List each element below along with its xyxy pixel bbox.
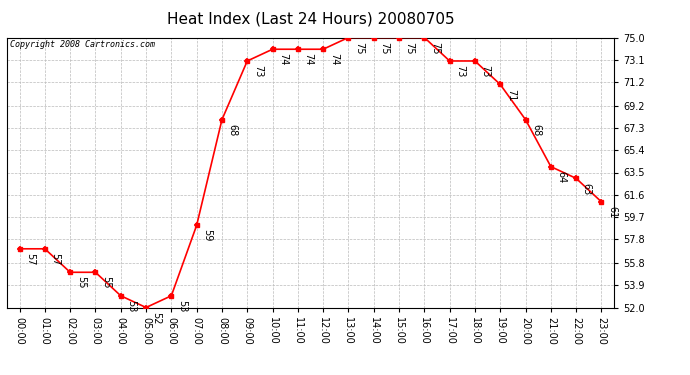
Text: 71: 71 [506, 88, 516, 101]
Text: 75: 75 [430, 42, 440, 54]
Text: Heat Index (Last 24 Hours) 20080705: Heat Index (Last 24 Hours) 20080705 [167, 11, 454, 26]
Text: 73: 73 [455, 65, 465, 78]
Text: Copyright 2008 Cartronics.com: Copyright 2008 Cartronics.com [10, 40, 155, 49]
Text: 75: 75 [380, 42, 389, 54]
Text: 75: 75 [354, 42, 364, 54]
Text: 55: 55 [101, 276, 111, 289]
Text: 74: 74 [278, 53, 288, 66]
Text: 75: 75 [404, 42, 415, 54]
Text: 63: 63 [582, 183, 592, 195]
Text: 61: 61 [607, 206, 617, 218]
Text: 74: 74 [328, 53, 339, 66]
Text: 73: 73 [480, 65, 491, 78]
Text: 73: 73 [253, 65, 263, 78]
Text: 53: 53 [177, 300, 187, 312]
Text: 57: 57 [50, 253, 61, 266]
Text: 68: 68 [531, 124, 541, 136]
Text: 53: 53 [126, 300, 137, 312]
Text: 57: 57 [25, 253, 35, 266]
Text: 74: 74 [304, 53, 313, 66]
Text: 59: 59 [202, 230, 213, 242]
Text: 68: 68 [228, 124, 237, 136]
Text: 64: 64 [556, 171, 566, 183]
Text: 55: 55 [76, 276, 86, 289]
Text: 52: 52 [152, 312, 161, 324]
